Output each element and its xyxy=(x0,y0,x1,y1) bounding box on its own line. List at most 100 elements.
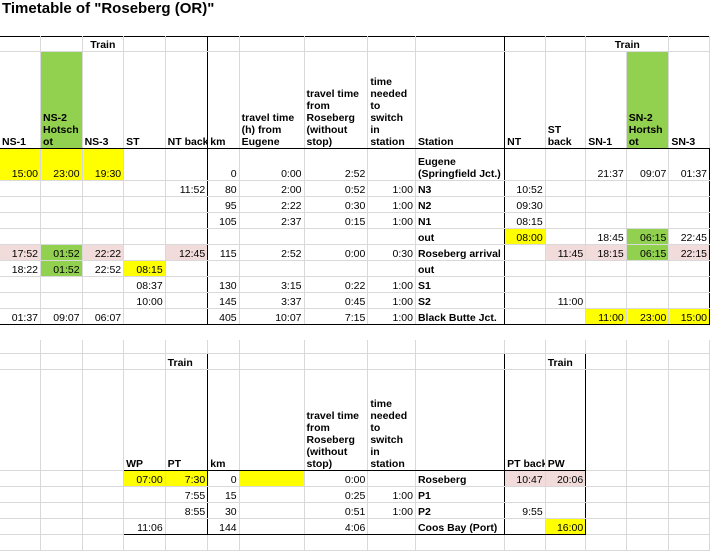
table-row: 7:55 15 0:25 1:00 P1 xyxy=(0,486,710,503)
cell-tt-roseberg: 2:52 xyxy=(304,148,369,181)
col-st-back: ST back xyxy=(545,51,587,149)
cell-st xyxy=(123,196,166,213)
cell-wp: 07:00 xyxy=(123,470,166,487)
col-wp: WP xyxy=(123,369,166,471)
cell-pt: 8:55 xyxy=(165,502,209,519)
cell-sn2 xyxy=(626,180,670,197)
cell-sn3 xyxy=(668,180,710,197)
cell-ntback xyxy=(165,228,209,245)
cell-sn2 xyxy=(626,260,670,277)
cell-sn3 xyxy=(668,292,710,309)
cell-km: 105 xyxy=(207,212,240,229)
col-travel-time-eugene: travel time (h) from Eugene xyxy=(239,51,305,149)
cell-switch: 1:00 xyxy=(367,292,416,309)
cell-stback xyxy=(545,180,587,197)
cell-sn2 xyxy=(626,212,670,229)
cell-km xyxy=(207,260,240,277)
cell-nt: 08:15 xyxy=(504,212,546,229)
cell-km: 30 xyxy=(207,502,240,519)
cell-pt: 7:30 xyxy=(165,470,209,487)
col-ns1: NS-1 xyxy=(0,51,42,149)
cell-tt-eugene: 2:37 xyxy=(239,212,305,229)
sheet-title: Timetable of "Roseberg (OR)" xyxy=(2,0,215,17)
cell-sn2 xyxy=(626,196,670,213)
cell-tt-roseberg: 4:06 xyxy=(304,518,369,535)
cell-pt-back: 9:55 xyxy=(504,502,546,519)
cell-nt: 09:30 xyxy=(504,196,546,213)
cell-km: 115 xyxy=(207,244,240,261)
cell-pw: 20:06 xyxy=(545,470,587,487)
cell-sn1: 11:00 xyxy=(585,308,627,325)
cell-tt-eugene xyxy=(239,260,305,277)
table-row: 95 2:22 0:30 1:00 N2 09:30 xyxy=(0,196,710,213)
cell-tt-roseberg: 0:30 xyxy=(304,196,369,213)
cell-switch: 1:00 xyxy=(367,502,416,519)
cell-km xyxy=(207,228,240,245)
cell-st xyxy=(123,180,166,197)
table-row: out 08:00 18:45 06:15 22:45 xyxy=(0,228,710,245)
cell-tt-roseberg: 0:00 xyxy=(304,470,369,487)
cell-ns3: 22:22 xyxy=(82,244,125,261)
cell-ns2: 09:07 xyxy=(40,308,83,325)
cell-nt: 08:00 xyxy=(504,228,546,245)
cell-sn1: 18:15 xyxy=(585,244,627,261)
cell-ns1: 18:22 xyxy=(0,260,42,277)
cell-st: 08:15 xyxy=(123,260,166,277)
cell-ns3: 19:30 xyxy=(82,148,125,181)
cell-tt-eugene: 0:00 xyxy=(239,148,305,181)
cell-ns1 xyxy=(0,292,42,309)
cell-pw xyxy=(545,486,587,503)
cell-ns2 xyxy=(40,228,83,245)
table-row: 17:52 01:52 22:22 12:45 115 2:52 0:00 0:30 Roseb… xyxy=(0,244,710,261)
cell-pt-back: 10:47 xyxy=(504,470,546,487)
cell-stback xyxy=(545,212,587,229)
cell-ntback xyxy=(165,276,209,293)
cell-ns2 xyxy=(40,276,83,293)
cell-station: N1 xyxy=(415,212,506,229)
table-row: 10:00 145 3:37 0:45 1:00 S2 11:00 xyxy=(0,292,710,309)
cell-tt-roseberg: 0:52 xyxy=(304,180,369,197)
col-switch-time-2: time needed to switch in station xyxy=(367,369,416,471)
cell-sn3: 22:15 xyxy=(668,244,710,261)
cell-stback xyxy=(545,260,587,277)
cell-km: 405 xyxy=(207,308,240,325)
cell-sn3: 01:37 xyxy=(668,148,710,181)
cell-ns3 xyxy=(82,196,125,213)
cell-ns2: 01:52 xyxy=(40,260,83,277)
cell-km: 144 xyxy=(207,518,240,535)
cell-st: 08:37 xyxy=(123,276,166,293)
train-group-header-right: Train xyxy=(585,36,670,52)
cell-ns3 xyxy=(82,292,125,309)
cell-ns3 xyxy=(82,228,125,245)
cell-switch xyxy=(367,228,416,245)
cell-tt-roseberg: 0:25 xyxy=(304,486,369,503)
table-row: 07:00 7:30 0 0:00 Roseberg 10:47 20:06 xyxy=(0,470,710,487)
cell-tt-roseberg xyxy=(304,260,369,277)
cell-tt-roseberg: 0:00 xyxy=(304,244,369,261)
cell-ns1 xyxy=(0,212,42,229)
col-sn2: SN-2 Hortsh ot xyxy=(626,51,670,149)
cell-ntback xyxy=(165,148,209,181)
cell-ns3 xyxy=(82,180,125,197)
cell-ns1 xyxy=(0,180,42,197)
cell-station: Roseberg xyxy=(415,470,506,487)
port-timetable: Train Train WP PT km travel time from Ro… xyxy=(0,340,710,551)
main-timetable: Train Train NS-1 NS-2 Hotsch ot NS-3 ST … xyxy=(0,36,710,325)
cell-st xyxy=(123,308,166,325)
col-ns3: NS-3 xyxy=(82,51,125,149)
table-row: 18:22 01:52 22:52 08:15 out xyxy=(0,260,710,277)
cell-sn3 xyxy=(668,260,710,277)
cell-sn1 xyxy=(585,276,627,293)
cell-station: N3 xyxy=(415,180,506,197)
cell-ns2 xyxy=(40,292,83,309)
cell-ns2 xyxy=(40,180,83,197)
cell-pw xyxy=(545,502,587,519)
cell-tt-eugene: 3:15 xyxy=(239,276,305,293)
cell-tt-eugene: 10:07 xyxy=(239,308,305,325)
cell-switch xyxy=(367,148,416,181)
cell-sn1: 21:37 xyxy=(585,148,627,181)
cell-st xyxy=(123,244,166,261)
col-pt-back: PT back xyxy=(504,369,546,471)
cell-km: 15 xyxy=(207,486,240,503)
cell-ns3: 22:52 xyxy=(82,260,125,277)
